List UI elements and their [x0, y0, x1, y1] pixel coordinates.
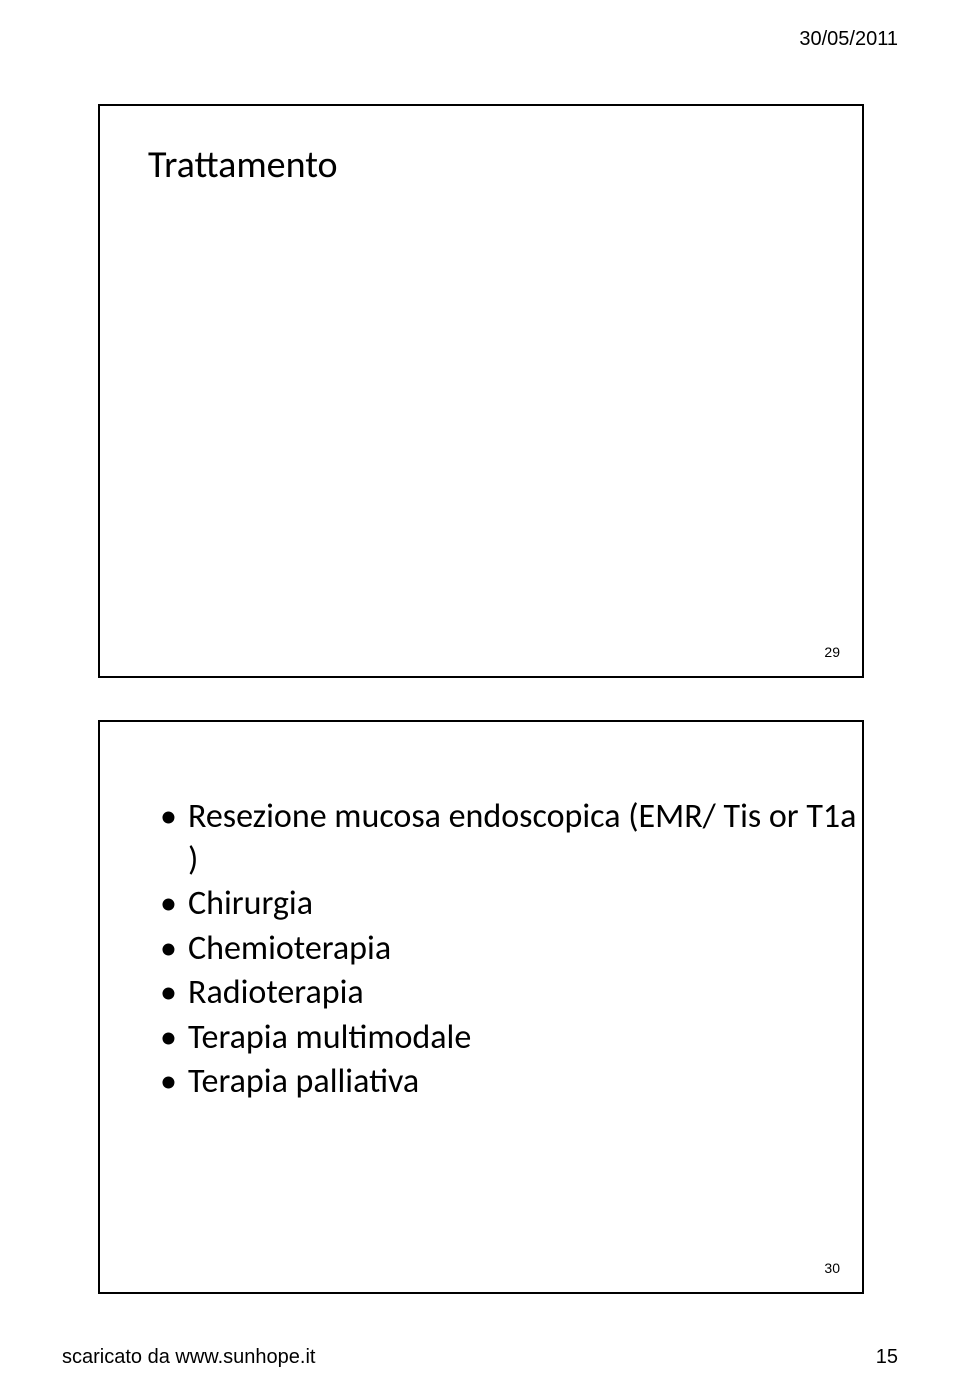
list-item: Resezione mucosa endoscopica (EMR/ Tis o… [160, 796, 862, 881]
slide-2: Resezione mucosa endoscopica (EMR/ Tis o… [98, 720, 864, 1294]
slide-1-title: Trattamento [148, 142, 338, 188]
slide-1-page-number: 29 [824, 644, 840, 660]
slide-2-list: Resezione mucosa endoscopica (EMR/ Tis o… [160, 796, 862, 1106]
footer-source: scaricato da www.sunhope.it [62, 1346, 315, 1369]
list-item: Chirurgia [160, 883, 862, 926]
list-item: Chemioterapia [160, 928, 862, 971]
header-date: 30/05/2011 [799, 28, 898, 51]
slide-1: Trattamento 29 [98, 104, 864, 678]
list-item: Terapia multimodale [160, 1017, 862, 1060]
footer-page: 15 [876, 1346, 898, 1369]
slide-2-page-number: 30 [824, 1260, 840, 1276]
list-item: Radioterapia [160, 972, 862, 1015]
list-item: Terapia palliativa [160, 1061, 862, 1104]
